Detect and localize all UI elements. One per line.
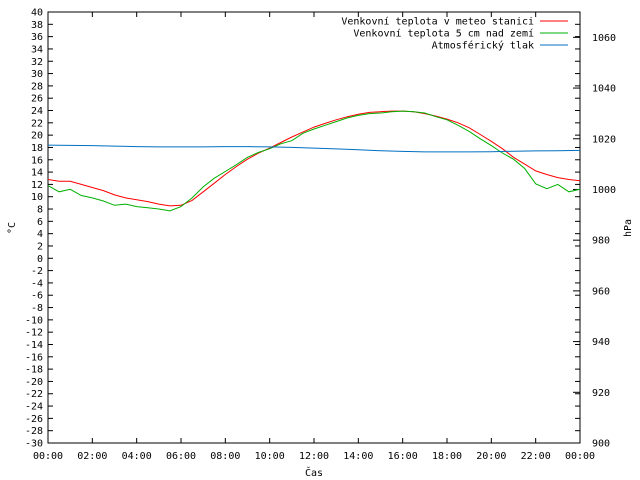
legend: Venkovní teplota v meteo staniciVenkovní… — [341, 16, 568, 52]
x-tick-label: 14:00 — [343, 451, 373, 462]
series-line-1 — [47, 110, 581, 212]
y-tick-label: 18 — [31, 143, 43, 154]
y-tick-label: -22 — [25, 389, 43, 400]
y-tick-label: 40 — [31, 8, 43, 19]
y-tick-label: -10 — [25, 315, 43, 326]
left-axis: 4038363432302826242220181614121086420-2-… — [25, 8, 580, 450]
y2-tick-label: 1060 — [592, 33, 616, 44]
y-tick-label: 2 — [37, 241, 43, 252]
x-axis-title: Čas — [305, 466, 323, 479]
y2-tick-label: 920 — [592, 388, 610, 399]
y-tick-label: -16 — [25, 352, 43, 363]
y2-tick-label: 960 — [592, 286, 610, 297]
y-tick-label: 0 — [37, 254, 43, 265]
y-tick-label: -4 — [31, 278, 43, 289]
x-tick-label: 00:00 — [565, 451, 595, 462]
y-tick-label: 28 — [31, 81, 43, 92]
y-tick-label: 34 — [31, 44, 43, 55]
y-tick-label: -18 — [25, 365, 43, 376]
x-tick-label: 18:00 — [432, 451, 462, 462]
x-tick-label: 02:00 — [77, 451, 107, 462]
y-tick-label: -2 — [31, 266, 43, 277]
y-tick-label: 8 — [37, 205, 43, 216]
x-tick-label: 04:00 — [122, 451, 152, 462]
y-tick-label: 24 — [31, 106, 43, 117]
y-tick-label: -6 — [31, 291, 43, 302]
x-tick-label: 10:00 — [255, 451, 285, 462]
series-line-2 — [47, 144, 581, 153]
y-tick-label: 10 — [31, 192, 43, 203]
y-axis-title: °C — [7, 222, 18, 234]
series-line-0 — [47, 110, 581, 207]
y-tick-label: 4 — [37, 229, 43, 240]
x-tick-label: 08:00 — [210, 451, 240, 462]
y-tick-label: 16 — [31, 155, 43, 166]
y-tick-label: 6 — [37, 217, 43, 228]
y2-tick-label: 980 — [592, 236, 610, 247]
y-tick-label: 30 — [31, 69, 43, 80]
y-tick-label: -14 — [25, 340, 43, 351]
right-axis: 1060 1040 1020 1000 980 960 940 920 900 — [573, 33, 616, 450]
y-tick-label: -30 — [25, 439, 43, 450]
y-tick-label: 20 — [31, 131, 43, 142]
series-lines — [47, 110, 581, 212]
legend-label-1: Venkovní teplota 5 cm nad zemí — [353, 28, 534, 40]
x-axis: 00:00 02:00 04:00 06:00 08:00 10:00 12:00 14:00… — [33, 12, 595, 462]
x-tick-label: 06:00 — [166, 451, 196, 462]
y-tick-label: -24 — [25, 402, 43, 413]
y-tick-label: -8 — [31, 303, 43, 314]
y-tick-label: -28 — [25, 426, 43, 437]
x-tick-label: 12:00 — [299, 451, 329, 462]
x-tick-label: 16:00 — [388, 451, 418, 462]
y-tick-label: 22 — [31, 118, 43, 129]
plot-frame — [47, 11, 581, 444]
y2-tick-label: 940 — [592, 337, 610, 348]
y2-tick-label: 1020 — [592, 134, 616, 145]
y2-tick-label: 900 — [592, 439, 610, 450]
y-tick-label: -20 — [25, 377, 43, 388]
x-tick-label: 22:00 — [521, 451, 551, 462]
y-tick-label: -26 — [25, 414, 43, 425]
y2-axis-title: hPa — [623, 219, 634, 237]
y-tick-label: 26 — [31, 94, 43, 105]
y-tick-label: 38 — [31, 20, 43, 31]
x-tick-label: 00:00 — [33, 451, 63, 462]
y2-tick-label: 1040 — [592, 84, 616, 95]
legend-label-0: Venkovní teplota v meteo stanici — [341, 16, 534, 28]
y-tick-label: 36 — [31, 32, 43, 43]
y-tick-label: -12 — [25, 328, 43, 339]
x-tick-label: 20:00 — [476, 451, 506, 462]
legend-label-2: Atmosférický tlak — [432, 40, 534, 52]
y-tick-label: 14 — [31, 168, 43, 179]
y-tick-label: 12 — [31, 180, 43, 191]
y-tick-label: 32 — [31, 57, 43, 68]
y2-tick-label: 1000 — [592, 185, 616, 196]
